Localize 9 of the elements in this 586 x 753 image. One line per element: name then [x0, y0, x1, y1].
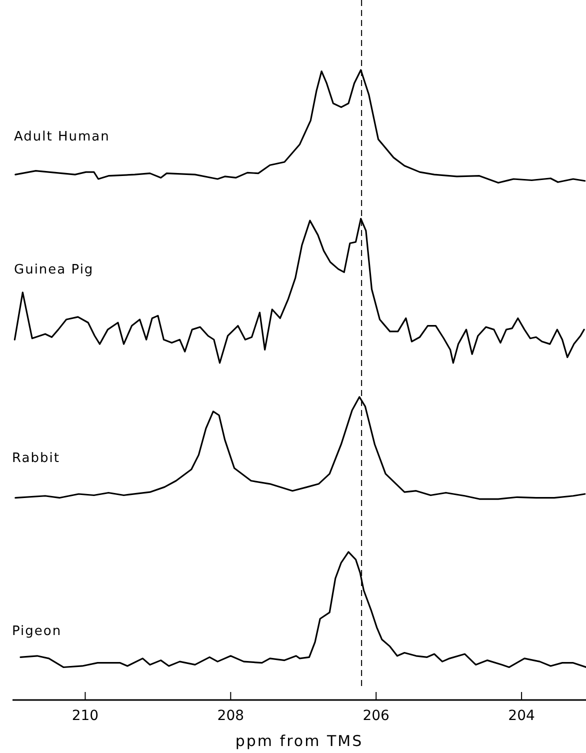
x-tick-label: 206: [362, 708, 390, 724]
x-tick-label: 204: [508, 708, 535, 724]
series-label: Pigeon: [12, 624, 62, 640]
x-tick-label: 208: [217, 708, 244, 724]
text: Adult Human: [14, 130, 110, 145]
x-axis-title: ppm from TMS: [235, 732, 364, 750]
x-tick-label: 210: [72, 708, 99, 724]
series-label: Guinea Pig: [14, 262, 94, 278]
text: Rabbit: [12, 450, 60, 466]
